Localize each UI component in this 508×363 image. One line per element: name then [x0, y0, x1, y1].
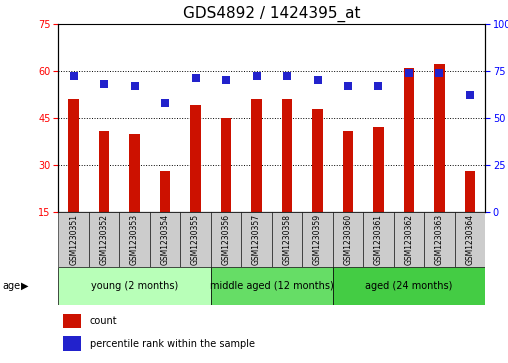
Point	[100, 81, 108, 87]
Bar	[160, 171, 170, 212]
Bar	[150, 212, 180, 267]
Bar	[190, 105, 201, 212]
Bar	[403, 68, 415, 212]
Bar	[211, 267, 333, 305]
Bar	[129, 134, 140, 212]
Bar	[363, 212, 394, 267]
Text: ▶: ▶	[21, 281, 29, 291]
Bar	[333, 212, 363, 267]
Bar	[373, 127, 384, 212]
Text: GSM1230358: GSM1230358	[282, 214, 292, 265]
Bar	[220, 118, 231, 212]
Bar	[58, 212, 89, 267]
Point	[70, 74, 78, 79]
Text: GSM1230357: GSM1230357	[252, 214, 261, 265]
Text: GSM1230362: GSM1230362	[404, 214, 414, 265]
Bar	[89, 212, 119, 267]
Text: GSM1230359: GSM1230359	[313, 214, 322, 265]
Bar	[281, 99, 293, 212]
Bar	[119, 212, 150, 267]
Bar	[455, 212, 485, 267]
Text: middle aged (12 months): middle aged (12 months)	[210, 281, 334, 291]
Bar	[62, 337, 81, 351]
Text: count: count	[90, 316, 118, 326]
Bar	[99, 131, 109, 212]
Bar	[394, 212, 424, 267]
Bar	[58, 267, 211, 305]
Text: GSM1230355: GSM1230355	[191, 214, 200, 265]
Bar	[342, 131, 353, 212]
Text: young (2 months): young (2 months)	[91, 281, 178, 291]
Text: GSM1230356: GSM1230356	[221, 214, 231, 265]
Bar	[333, 267, 485, 305]
Point	[374, 83, 383, 89]
Title: GDS4892 / 1424395_at: GDS4892 / 1424395_at	[183, 6, 361, 22]
Point	[344, 83, 352, 89]
Bar	[251, 99, 262, 212]
Point	[222, 77, 230, 83]
Point	[405, 70, 413, 76]
Bar	[424, 212, 455, 267]
Point	[252, 74, 261, 79]
Text: aged (24 months): aged (24 months)	[365, 281, 453, 291]
Bar	[464, 171, 475, 212]
Text: GSM1230354: GSM1230354	[161, 214, 170, 265]
Point	[466, 93, 474, 98]
Bar	[241, 212, 272, 267]
Bar	[272, 212, 302, 267]
Bar	[211, 212, 241, 267]
Bar	[62, 314, 81, 328]
Point	[131, 83, 139, 89]
Text: percentile rank within the sample: percentile rank within the sample	[90, 339, 255, 348]
Text: GSM1230351: GSM1230351	[69, 214, 78, 265]
Bar	[180, 212, 211, 267]
Text: GSM1230360: GSM1230360	[343, 214, 353, 265]
Text: age: age	[3, 281, 21, 291]
Text: GSM1230353: GSM1230353	[130, 214, 139, 265]
Bar	[68, 99, 79, 212]
Text: GSM1230364: GSM1230364	[465, 214, 474, 265]
Bar	[302, 212, 333, 267]
Bar	[312, 109, 323, 212]
Point	[283, 74, 291, 79]
Bar	[434, 65, 444, 212]
Text: GSM1230361: GSM1230361	[374, 214, 383, 265]
Point	[192, 76, 200, 81]
Point	[313, 77, 322, 83]
Point	[435, 70, 443, 76]
Point	[161, 100, 169, 106]
Text: GSM1230363: GSM1230363	[435, 214, 444, 265]
Text: GSM1230352: GSM1230352	[100, 214, 109, 265]
